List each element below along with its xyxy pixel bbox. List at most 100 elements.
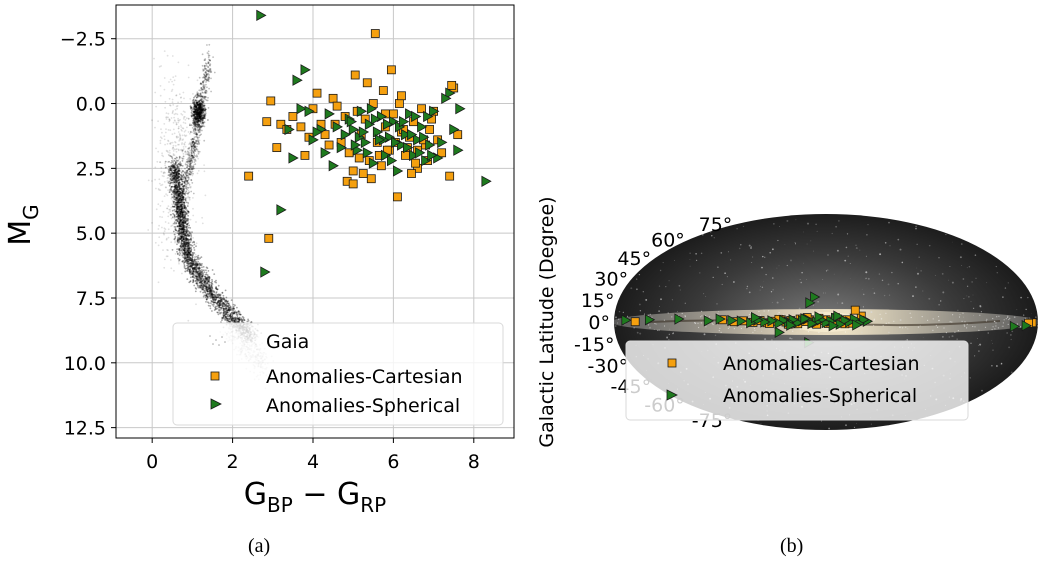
gaia-point (181, 235, 184, 238)
gaia-point (190, 262, 193, 264)
gaia-point (177, 230, 180, 232)
gaia-point (185, 225, 188, 228)
sky-star (949, 265, 951, 268)
gaia-point (214, 301, 217, 304)
gaia-point (180, 215, 183, 218)
gaia-point (172, 166, 175, 169)
gaia-point (183, 207, 186, 210)
gaia-point (169, 168, 172, 171)
gaia-point (187, 245, 190, 247)
gaia-point (180, 236, 183, 239)
gaia-point (219, 306, 221, 309)
gaia-point (179, 219, 182, 222)
gaia-point (168, 184, 171, 187)
gaia-point (197, 103, 199, 106)
sky-star (639, 310, 642, 312)
gaia-point (168, 149, 171, 152)
gaia-point (196, 275, 199, 278)
gaia-point (177, 247, 180, 250)
gaia-point (181, 215, 184, 217)
gaia-point (176, 171, 179, 173)
gaia-point (171, 216, 174, 219)
gaia-point (178, 248, 180, 251)
gaia-point (176, 166, 179, 169)
gaia-point (183, 247, 185, 250)
gaia-point (173, 188, 176, 191)
gaia-point (161, 216, 164, 219)
gaia-point (181, 239, 184, 242)
sky-star (981, 389, 983, 392)
gaia-point (202, 117, 205, 120)
gaia-point (207, 280, 210, 282)
gaia-point (187, 231, 189, 233)
gaia-point (171, 166, 174, 169)
gaia-point (179, 236, 182, 239)
gaia-point (161, 131, 163, 134)
gaia-point (185, 231, 188, 233)
gaia-point (169, 210, 172, 213)
gaia-point (235, 312, 238, 314)
gaia-point (180, 216, 182, 219)
gaia-point (183, 181, 186, 184)
gaia-point (182, 221, 185, 224)
gaia-point (175, 173, 178, 176)
gaia-point (199, 121, 202, 124)
gaia-point (196, 270, 199, 273)
gaia-point (178, 218, 181, 221)
gaia-point (184, 199, 187, 202)
gaia-point (208, 284, 211, 287)
gaia-point (169, 259, 172, 261)
gaia-point (174, 162, 177, 165)
gaia-point (232, 309, 235, 312)
gaia-point (177, 194, 179, 197)
gaia-point (183, 249, 185, 251)
gaia-point (221, 304, 223, 306)
gaia-point (174, 144, 177, 147)
sky-star (777, 239, 779, 242)
gaia-point (182, 220, 185, 223)
gaia-point (198, 106, 200, 109)
gaia-point (186, 245, 189, 247)
gaia-point (182, 228, 185, 231)
gaia-point (228, 306, 230, 309)
gaia-point (184, 208, 187, 211)
gaia-point (207, 78, 210, 81)
gaia-point (182, 152, 185, 155)
cartesian-point (370, 29, 380, 38)
gaia-point (239, 313, 242, 316)
gaia-point (218, 308, 221, 311)
gaia-point (184, 198, 186, 201)
gaia-point (204, 280, 207, 283)
gaia-point (167, 205, 170, 208)
gaia-point (183, 224, 185, 227)
gaia-point (173, 191, 176, 194)
gaia-point (182, 221, 185, 224)
gaia-point (171, 133, 174, 136)
sky-star (861, 289, 863, 291)
gaia-point (179, 197, 182, 200)
gaia-point (164, 131, 167, 134)
gaia-point (181, 255, 184, 258)
sky-star (638, 273, 641, 276)
gaia-point (178, 190, 181, 193)
gaia-point (229, 307, 232, 310)
sky-star (919, 325, 921, 327)
gaia-point (197, 106, 200, 109)
gaia-point (201, 287, 204, 290)
gaia-point (223, 314, 226, 317)
gaia-point (216, 303, 218, 305)
gaia-point (181, 183, 184, 185)
gaia-point (179, 220, 182, 223)
gaia-point (170, 179, 173, 182)
gaia-point (241, 321, 244, 323)
gaia-point (187, 268, 190, 271)
gaia-point (222, 302, 225, 305)
gaia-point (181, 192, 184, 195)
gaia-point (180, 236, 183, 238)
gaia-point (187, 230, 190, 232)
gaia-point (184, 228, 187, 231)
gaia-point (182, 249, 185, 251)
gaia-point (177, 127, 180, 130)
gaia-point (216, 294, 218, 296)
gaia-point (178, 215, 180, 218)
